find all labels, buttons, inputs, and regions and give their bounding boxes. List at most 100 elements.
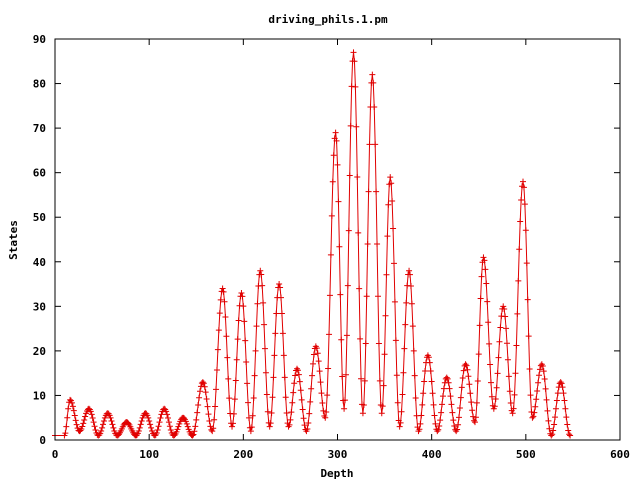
- data-point-marker: [323, 408, 330, 415]
- data-point-marker: [231, 396, 238, 403]
- data-point-marker: [222, 313, 229, 320]
- data-point-marker: [242, 337, 249, 344]
- data-point-marker: [488, 393, 495, 400]
- data-point-marker: [136, 424, 143, 431]
- data-point-marker: [98, 427, 105, 434]
- data-point-marker: [316, 368, 323, 375]
- data-point-marker: [63, 423, 70, 430]
- data-point-marker: [352, 83, 359, 90]
- data-point-marker: [482, 266, 489, 273]
- data-point-marker: [427, 367, 434, 374]
- data-point-marker: [490, 405, 497, 412]
- data-point-marker: [558, 380, 565, 387]
- data-point-marker: [564, 421, 571, 428]
- data-point-marker: [520, 184, 527, 191]
- data-point-marker: [109, 421, 116, 428]
- data-point-marker: [282, 394, 289, 401]
- data-point-marker: [535, 379, 542, 386]
- x-tick-label: 300: [328, 448, 348, 461]
- data-point-marker: [320, 407, 327, 414]
- data-point-marker: [554, 390, 561, 397]
- data-point-marker: [327, 251, 334, 258]
- data-point-marker: [528, 408, 535, 415]
- data-point-marker: [536, 366, 543, 373]
- data-point-marker: [373, 188, 380, 195]
- data-point-marker: [486, 340, 493, 347]
- data-point-marker: [153, 429, 160, 436]
- data-point-marker: [226, 395, 233, 402]
- data-point-marker: [339, 373, 346, 380]
- data-point-marker: [402, 321, 409, 328]
- data-point-marker: [439, 401, 446, 408]
- data-point-marker: [511, 391, 518, 398]
- data-point-marker: [304, 426, 311, 433]
- x-tick-label: 100: [139, 448, 159, 461]
- data-point-marker: [90, 419, 97, 426]
- data-point-marker: [317, 379, 324, 386]
- data-point-marker: [408, 300, 415, 307]
- data-point-marker: [444, 375, 451, 382]
- data-point-marker: [199, 379, 206, 386]
- y-tick-label: 30: [33, 300, 46, 313]
- data-point-marker: [296, 378, 303, 385]
- data-point-marker: [191, 428, 198, 435]
- data-point-marker: [164, 411, 171, 418]
- data-point-marker: [306, 410, 313, 417]
- data-point-marker: [361, 377, 368, 384]
- data-point-marker: [517, 218, 524, 225]
- data-point-marker: [527, 392, 534, 399]
- data-point-marker: [300, 415, 307, 422]
- data-point-marker: [507, 400, 514, 407]
- data-point-marker: [215, 327, 222, 334]
- data-point-marker: [475, 351, 482, 358]
- data-point-marker: [235, 317, 242, 324]
- data-point-marker: [437, 417, 444, 424]
- y-tick-label: 70: [33, 122, 46, 135]
- data-point-marker: [476, 322, 483, 329]
- data-point-marker: [166, 423, 173, 430]
- data-point-marker: [314, 350, 321, 357]
- data-point-marker: [541, 375, 548, 382]
- data-point-marker: [504, 356, 511, 363]
- data-point-marker: [509, 410, 516, 417]
- data-point-marker: [496, 338, 503, 345]
- data-point-marker: [333, 137, 340, 144]
- data-point-marker: [254, 300, 261, 307]
- data-point-marker: [209, 428, 216, 435]
- data-point-marker: [487, 361, 494, 368]
- data-point-marker: [289, 399, 296, 406]
- x-tick-label: 400: [422, 448, 442, 461]
- data-point-marker: [543, 396, 550, 403]
- data-point-marker: [195, 402, 202, 409]
- data-point-marker: [351, 58, 358, 65]
- data-point-marker: [434, 428, 441, 435]
- data-point-marker: [487, 379, 494, 386]
- data-point-marker: [468, 399, 475, 406]
- data-point-marker: [401, 345, 408, 352]
- data-point-marker: [492, 396, 499, 403]
- data-point-marker: [295, 371, 302, 378]
- data-point-marker: [365, 188, 372, 195]
- data-point-marker: [233, 356, 240, 363]
- data-point-marker: [540, 368, 547, 375]
- data-point-marker: [551, 421, 558, 428]
- data-point-marker: [456, 404, 463, 411]
- data-point-marker: [467, 390, 474, 397]
- data-point-marker: [201, 383, 208, 390]
- data-point-marker: [563, 414, 570, 421]
- data-point-marker: [257, 267, 264, 274]
- data-point-marker: [384, 233, 391, 240]
- data-point-marker: [356, 285, 363, 292]
- data-point-marker: [471, 419, 478, 426]
- data-point-marker: [546, 425, 553, 432]
- data-point-marker: [533, 396, 540, 403]
- data-point-marker: [460, 367, 467, 374]
- data-point-marker: [288, 409, 295, 416]
- y-tick-label: 50: [33, 211, 46, 224]
- data-point-marker: [252, 347, 259, 354]
- data-point-marker: [458, 384, 465, 391]
- data-point-marker: [451, 422, 458, 429]
- data-point-marker: [394, 399, 401, 406]
- data-point-marker: [184, 423, 191, 430]
- data-point-marker: [183, 420, 190, 427]
